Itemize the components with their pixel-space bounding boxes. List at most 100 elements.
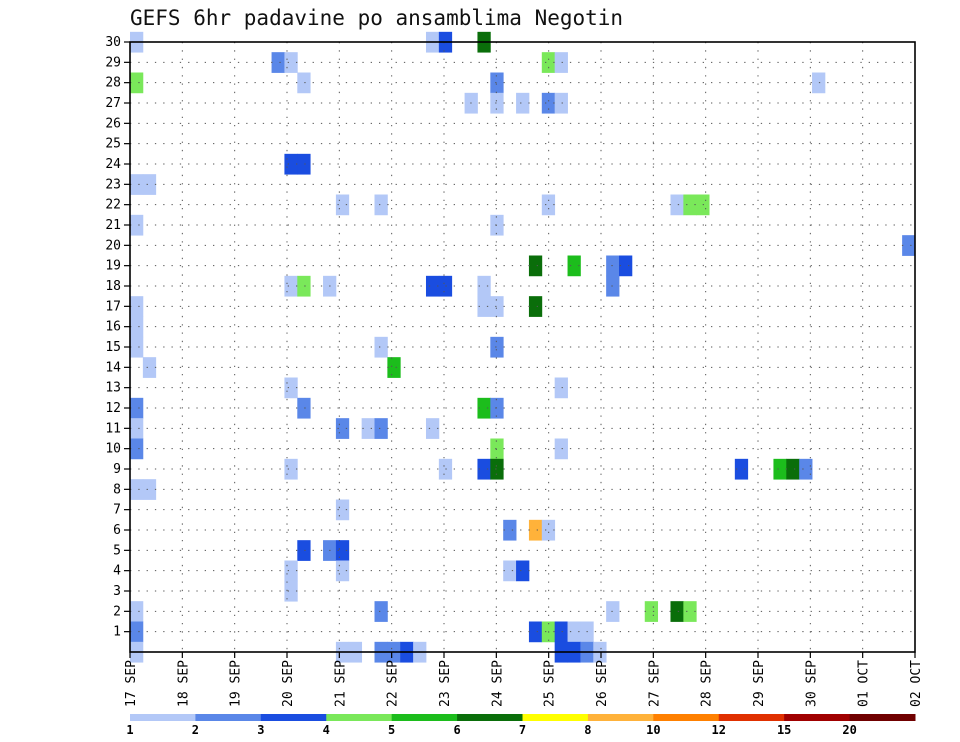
heatmap-cell <box>619 255 633 277</box>
heatmap-cell <box>528 255 543 277</box>
heatmap-cell <box>297 397 311 419</box>
heatmap-cell <box>130 397 144 419</box>
y-tick-label: 2 <box>113 604 121 619</box>
y-tick-label: 7 <box>113 503 121 518</box>
heatmap-cell <box>130 296 144 317</box>
x-tick-label: 30 SEP <box>804 660 819 707</box>
y-tick-label: 17 <box>105 299 121 314</box>
colorbar-label: 8 <box>584 723 591 737</box>
y-tick-label: 1 <box>113 625 121 640</box>
heatmap-cell <box>554 92 568 114</box>
x-tick-label: 29 SEP <box>752 660 767 707</box>
heatmap-cell <box>130 336 144 358</box>
x-tick-label: 20 SEP <box>281 660 296 707</box>
y-tick-label: 5 <box>113 543 121 558</box>
colorbar-swatch <box>653 714 720 721</box>
heatmap-cell <box>567 621 581 643</box>
heatmap-cell <box>130 174 144 195</box>
heatmap-cell <box>130 316 144 338</box>
x-tick-label: 21 SEP <box>333 660 348 707</box>
heatmap-cell <box>335 540 350 561</box>
heatmap-cell <box>786 458 800 480</box>
heatmap-cell <box>773 458 787 480</box>
heatmap-cell <box>670 601 684 622</box>
x-tick-label: 01 OCT <box>857 660 872 707</box>
heatmap-cell <box>490 296 504 317</box>
heatmap-cell <box>528 519 543 541</box>
heatmap-cell <box>284 580 298 602</box>
y-tick-label: 6 <box>113 523 121 538</box>
heatmap-cell <box>335 418 350 439</box>
x-tick-label: 27 SEP <box>647 660 662 707</box>
colorbar-swatch <box>326 714 393 721</box>
colorbar-label: 12 <box>712 723 726 737</box>
heatmap-cell <box>503 560 517 582</box>
colorbar-label: 20 <box>842 723 856 737</box>
heatmap-cell <box>554 52 568 73</box>
x-tick-label: 19 SEP <box>229 660 244 707</box>
heatmap-cell <box>130 72 144 94</box>
x-tick-label: 23 SEP <box>438 660 453 707</box>
heatmap-cell <box>541 194 556 216</box>
heatmap-cell <box>142 357 157 378</box>
colorbar-swatch <box>849 714 916 721</box>
heatmap-cell <box>734 458 749 480</box>
colorbar-label: 6 <box>453 723 460 737</box>
heatmap-cell <box>284 153 298 175</box>
colorbar-swatch <box>457 714 523 721</box>
x-tick-label: 22 SEP <box>386 660 401 707</box>
heatmap-cell <box>297 153 311 175</box>
x-tick-label: 28 SEP <box>700 660 715 707</box>
heatmap-cell <box>284 52 298 73</box>
heatmap-cell <box>670 194 684 216</box>
heatmap-cell <box>528 621 543 643</box>
heatmap-cell <box>477 296 491 317</box>
heatmap-cell <box>683 601 697 622</box>
y-tick-label: 22 <box>105 198 121 213</box>
y-tick-label: 11 <box>105 421 121 436</box>
colorbar-swatch <box>260 714 327 721</box>
heatmap-cell <box>477 458 491 480</box>
x-tick-label: 24 SEP <box>490 660 505 707</box>
y-tick-label: 29 <box>105 55 121 70</box>
y-tick-label: 3 <box>113 584 121 599</box>
heatmap-cell <box>528 296 543 317</box>
heatmap-cell <box>361 418 375 439</box>
heatmap-cell <box>374 418 388 439</box>
y-tick-label: 30 <box>105 35 121 50</box>
colorbar-label: 1 <box>126 723 133 737</box>
y-tick-label: 28 <box>105 76 121 91</box>
y-tick-label: 18 <box>105 279 121 294</box>
heatmap-cell <box>554 438 568 460</box>
chart-title: GEFS 6hr padavine po ansamblima Negotin <box>130 6 624 30</box>
y-tick-label: 26 <box>105 116 121 131</box>
colorbar-label: 5 <box>388 723 395 737</box>
heatmap-cell <box>567 255 581 277</box>
heatmap-cell <box>490 458 504 480</box>
y-tick-label: 12 <box>105 401 121 416</box>
heatmap-cell <box>425 275 440 297</box>
heatmap-cell <box>799 458 813 480</box>
y-tick-label: 27 <box>105 96 121 111</box>
y-axis: 1234567891011121314151617181920212223242… <box>105 35 130 640</box>
heatmap-cell <box>490 336 504 358</box>
y-tick-label: 21 <box>105 218 121 233</box>
y-tick-label: 13 <box>105 381 121 396</box>
plot-frame <box>129 41 916 653</box>
heatmap-cell <box>130 621 144 643</box>
y-tick-label: 23 <box>105 177 121 192</box>
heatmap-cell <box>902 235 916 256</box>
y-tick-label: 4 <box>113 564 121 579</box>
y-tick-label: 19 <box>105 259 121 274</box>
colorbar-swatch <box>587 714 654 721</box>
y-tick-label: 8 <box>113 482 121 497</box>
heatmap-cell <box>554 377 568 399</box>
heatmap-cell <box>425 418 440 439</box>
colorbar-label: 10 <box>646 723 660 737</box>
heatmap-cell <box>142 174 157 195</box>
colorbar-swatch <box>130 714 196 721</box>
heatmap-cell <box>516 92 530 114</box>
colorbar-label: 4 <box>323 723 330 737</box>
heatmap-cell <box>297 540 311 561</box>
